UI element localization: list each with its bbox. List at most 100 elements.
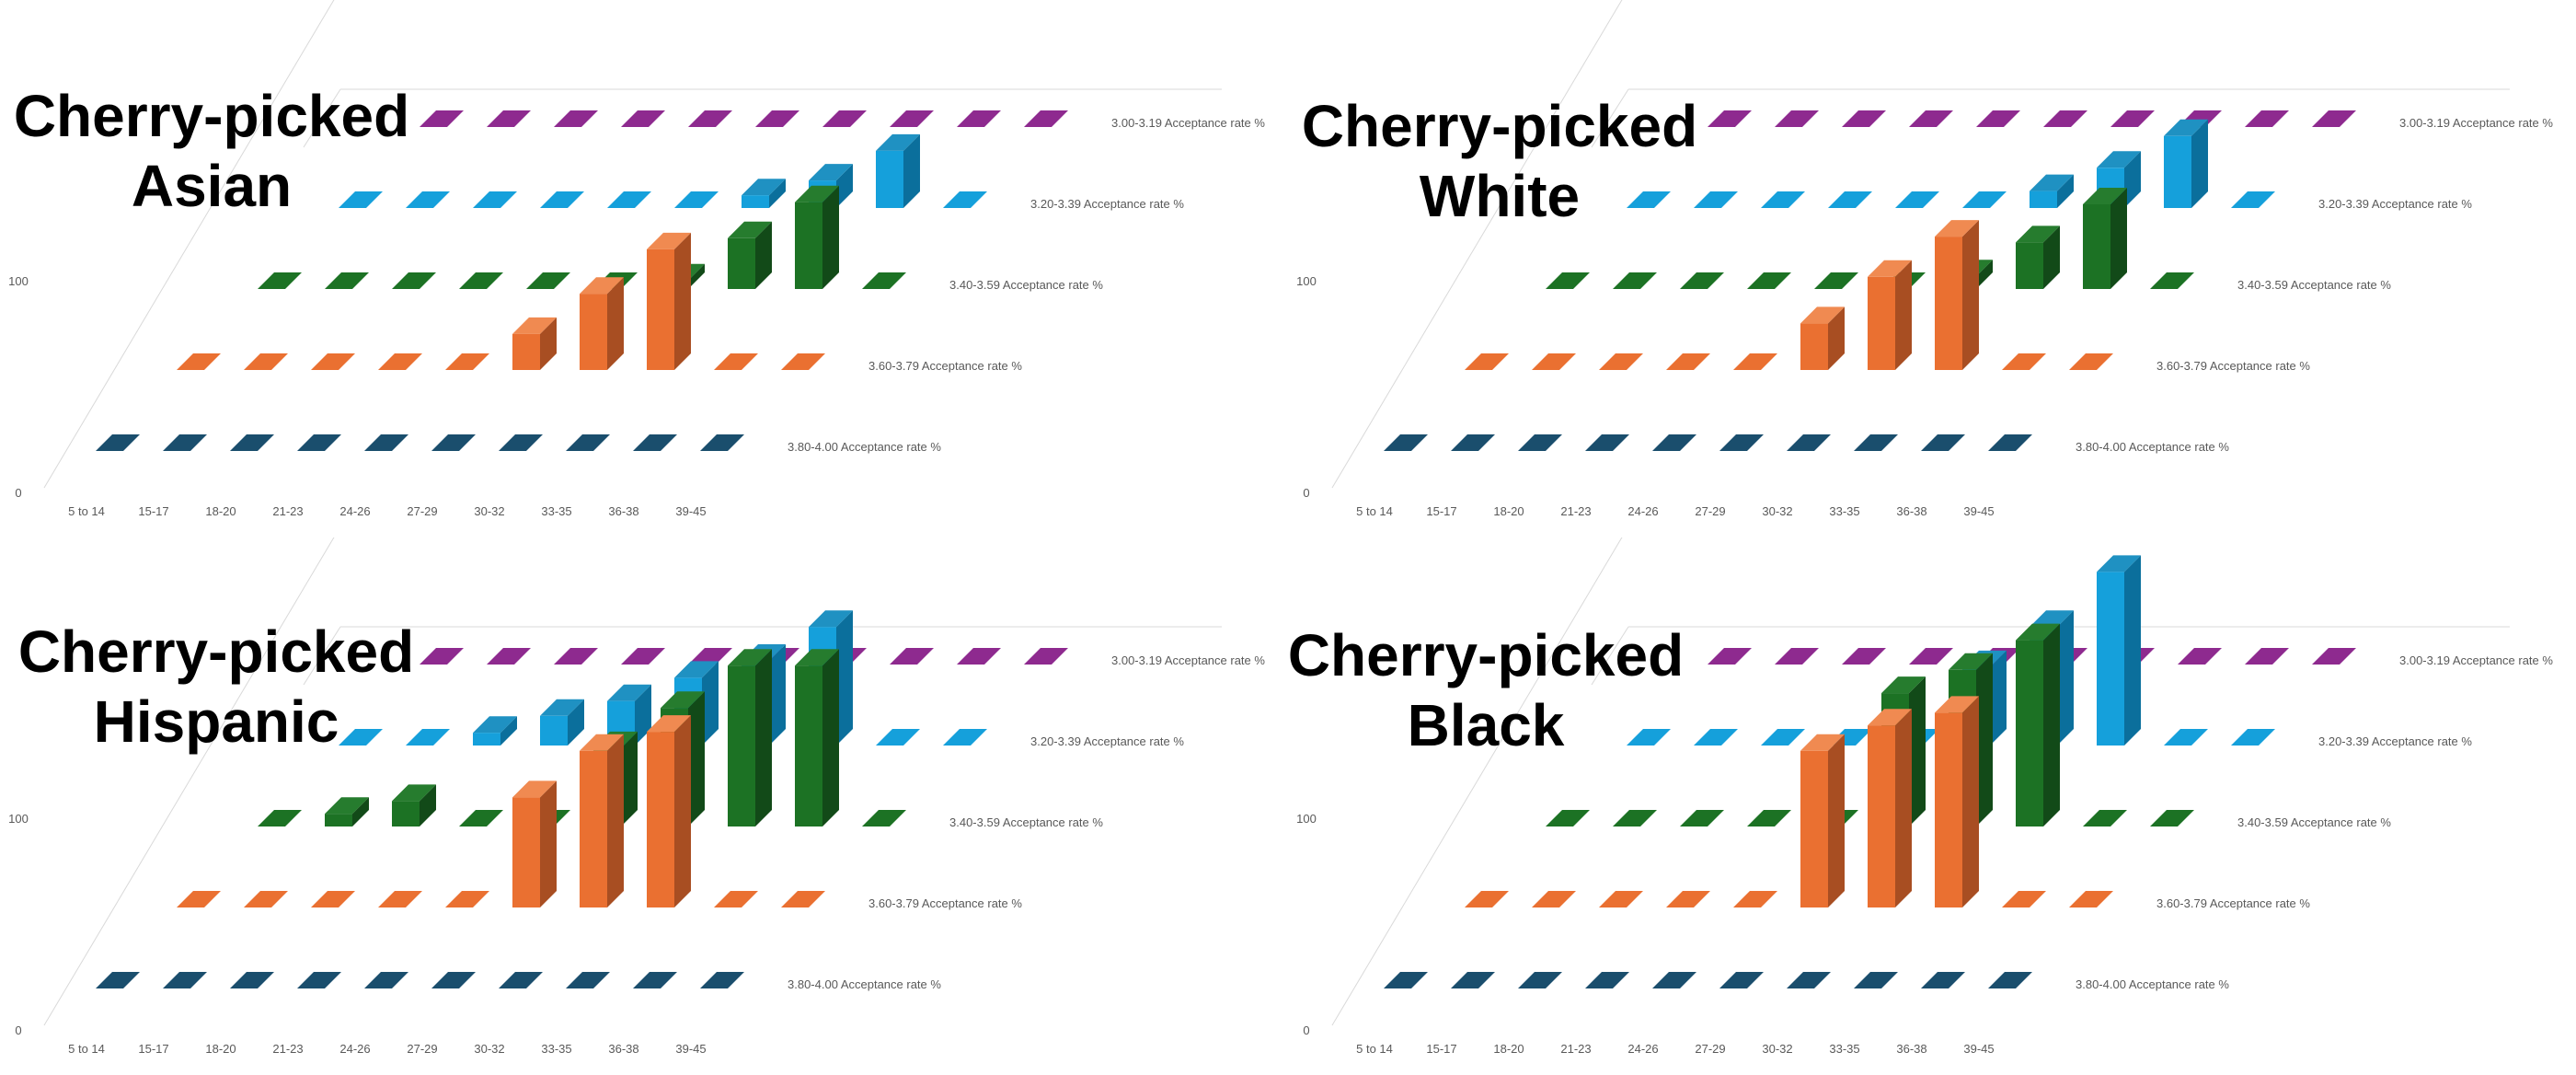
bar — [487, 648, 531, 665]
bar — [1666, 891, 1710, 907]
category-tick-label: 33-35 — [541, 504, 571, 518]
series-row: 3.00-3.19 Acceptance rate % — [1708, 110, 2553, 130]
z-tick-label: 0 — [15, 486, 21, 500]
bar — [1694, 729, 1738, 746]
bar — [890, 110, 934, 127]
bar — [499, 972, 543, 988]
bar — [364, 972, 408, 988]
bar — [1627, 191, 1671, 208]
bar — [297, 434, 341, 451]
bar — [1532, 891, 1576, 907]
bar — [230, 434, 274, 451]
bar — [1842, 110, 1886, 127]
category-tick-label: 18-20 — [1493, 1042, 1524, 1056]
bar — [566, 434, 610, 451]
series-row: 3.80-4.00 Acceptance rate % — [96, 434, 941, 454]
z-tick-label: 0 — [1303, 486, 1309, 500]
bar — [728, 221, 772, 289]
bar — [876, 729, 920, 746]
bar — [1652, 972, 1696, 988]
bar — [512, 317, 557, 370]
bar — [2097, 555, 2141, 746]
bar — [1694, 191, 1738, 208]
bar — [2069, 353, 2113, 370]
bar — [1546, 272, 1590, 289]
category-tick-label: 15-17 — [1426, 504, 1456, 518]
bar — [647, 715, 691, 907]
bar — [420, 648, 464, 665]
series-label: 3.40-3.59 Acceptance rate % — [2237, 815, 2391, 829]
bar — [1895, 191, 1939, 208]
bar — [244, 353, 288, 370]
series-label: 3.80-4.00 Acceptance rate % — [2076, 440, 2229, 454]
bar — [1962, 191, 2007, 208]
series-label: 3.60-3.79 Acceptance rate % — [2156, 896, 2310, 910]
bar — [487, 110, 531, 127]
bar — [177, 891, 221, 907]
bar — [633, 972, 677, 988]
series-row: 3.80-4.00 Acceptance rate % — [1384, 972, 2229, 991]
bar — [311, 353, 355, 370]
chart-panel-hispanic: 0 100 5 to 14 15-17 18-20 21-23 24-26 27-29 30-3… — [0, 538, 1288, 1075]
series-label: 3.20-3.39 Acceptance rate % — [2318, 734, 2472, 748]
bar — [1828, 191, 1872, 208]
category-tick-label: 30-32 — [474, 504, 504, 518]
bar — [2083, 810, 2127, 826]
z-tick-label: 100 — [1296, 274, 1317, 288]
series-label: 3.20-3.39 Acceptance rate % — [1030, 197, 1184, 211]
bar — [1747, 810, 1791, 826]
bar — [714, 353, 758, 370]
series-row: 3.40-3.59 Acceptance rate % — [258, 185, 1103, 292]
series-row: 3.80-4.00 Acceptance rate % — [1384, 434, 2229, 454]
bar — [1988, 434, 2032, 451]
category-tick-label: 33-35 — [541, 1042, 571, 1056]
bar — [1935, 696, 1979, 907]
bar — [1921, 434, 1965, 451]
category-tick-label: 36-38 — [608, 504, 638, 518]
category-tick-label: 33-35 — [1829, 504, 1859, 518]
series-label: 3.80-4.00 Acceptance rate % — [788, 440, 941, 454]
series-row: 3.00-3.19 Acceptance rate % — [420, 110, 1265, 130]
chart-title-asian: Cherry-picked Asian — [13, 83, 410, 219]
bar — [1599, 353, 1643, 370]
bar — [2002, 353, 2046, 370]
bar — [258, 272, 302, 289]
z-tick-label: 100 — [1296, 812, 1317, 826]
bar — [339, 191, 383, 208]
bar — [1854, 434, 1898, 451]
bar — [1761, 191, 1805, 208]
category-tick-label: 36-38 — [1896, 1042, 1926, 1056]
bar — [2164, 119, 2208, 208]
bar — [1988, 972, 2032, 988]
gridlines — [1331, 0, 2510, 489]
series-label: 3.60-3.79 Acceptance rate % — [2156, 359, 2310, 373]
bar — [554, 110, 598, 127]
bar — [1532, 353, 1576, 370]
bar — [1518, 434, 1562, 451]
category-tick-label: 15-17 — [138, 1042, 168, 1056]
bar — [445, 353, 489, 370]
bar — [822, 110, 867, 127]
bar — [1719, 972, 1764, 988]
bar — [1652, 434, 1696, 451]
bar — [2245, 110, 2289, 127]
gridlines — [43, 538, 1222, 1026]
bar — [755, 110, 799, 127]
bar — [325, 797, 369, 826]
bar — [621, 648, 665, 665]
bar — [1719, 434, 1764, 451]
category-tick-label: 24-26 — [339, 504, 370, 518]
bar — [445, 891, 489, 907]
chart-asian-svg: 0 100 5 to 14 15-17 18-20 21-23 24-26 27-29 30-3… — [8, 0, 1265, 518]
bar — [1708, 110, 1752, 127]
series-label: 3.00-3.19 Acceptance rate % — [2399, 116, 2553, 130]
bar — [1708, 648, 1752, 665]
bar — [526, 272, 570, 289]
bar — [890, 648, 934, 665]
bar — [607, 191, 651, 208]
category-tick-label: 24-26 — [339, 1042, 370, 1056]
bar — [1921, 972, 1965, 988]
bar — [431, 972, 476, 988]
bar — [163, 434, 207, 451]
series-row: 3.60-3.79 Acceptance rate % — [1465, 696, 2310, 910]
